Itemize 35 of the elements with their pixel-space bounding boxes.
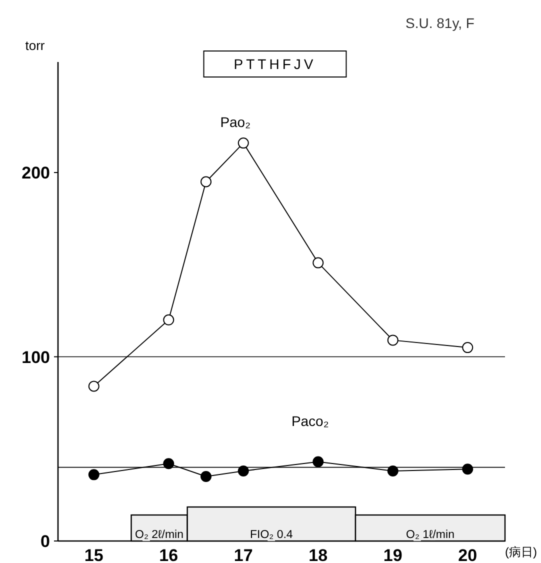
band-label: O₂ 1ℓ/min: [406, 529, 454, 541]
x-tick-label: 19: [383, 546, 402, 563]
point: [88, 380, 100, 392]
chart-subtitle: S.U. 81y, F: [406, 15, 474, 31]
point: [387, 334, 398, 346]
point: [163, 458, 174, 470]
point: [387, 465, 398, 476]
point: [200, 176, 212, 188]
x-tick-label: 20: [458, 546, 478, 563]
band-label: O₂ 2ℓ/min: [135, 529, 184, 541]
y-axis-title: torr: [25, 38, 46, 53]
x-axis-title: (病日): [505, 545, 537, 559]
title: PTTHFJV: [234, 56, 316, 72]
text: Paco₂: [291, 412, 329, 429]
y-tick-label: 100: [22, 348, 50, 367]
band-label: FIO₂ 0.4: [250, 529, 294, 541]
point: [238, 138, 249, 149]
point: [88, 469, 100, 480]
band: FIO₂ 0.4: [186, 506, 356, 542]
y-tick-label: 200: [22, 164, 50, 183]
point: [163, 314, 174, 326]
point: [312, 456, 324, 468]
point: [462, 464, 474, 475]
point: [462, 342, 474, 354]
band: O₂ 1ℓ/min: [354, 514, 506, 542]
band: O₂ 2ℓ/min: [130, 514, 188, 542]
point: [200, 471, 212, 482]
point: [238, 465, 249, 476]
y-tick-label: 0: [40, 532, 50, 551]
x-tick-label: 15: [84, 546, 104, 563]
x-tick-label: 17: [234, 546, 253, 563]
series-label: Pao₂: [220, 114, 251, 130]
x-tick-label: 18: [308, 546, 328, 563]
x-tick-label: 16: [159, 546, 178, 563]
point: [312, 257, 324, 268]
